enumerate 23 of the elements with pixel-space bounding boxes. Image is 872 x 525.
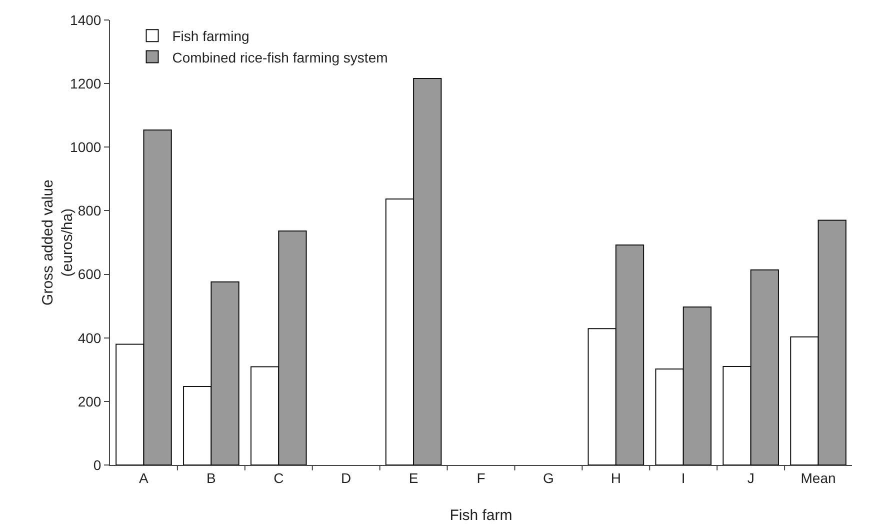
y-tick-label: 800 <box>78 202 102 219</box>
y-tick-label: 600 <box>78 266 102 282</box>
x-tick-label: E <box>408 470 418 486</box>
x-tick-label: I <box>681 470 686 486</box>
x-tick-label: Mean <box>800 470 836 486</box>
y-tick-label: 400 <box>78 330 102 346</box>
legend-label: Fish farming <box>172 28 250 44</box>
y-tick-label: 200 <box>78 393 102 410</box>
x-tick-label: D <box>341 470 352 486</box>
x-tick-label: J <box>747 470 754 486</box>
x-tick-label: H <box>610 470 621 486</box>
x-tick-label: G <box>543 470 554 486</box>
x-tick-label: B <box>206 470 216 486</box>
y-tick-label: 1400 <box>70 12 102 28</box>
y-axis-title: Gross added value (euros/ha) <box>39 180 76 306</box>
y-tick-label: 1000 <box>70 139 102 156</box>
x-tick-label: C <box>274 470 284 486</box>
legend-label: Combined rice-fish farming system <box>172 49 388 66</box>
y-tick-label: 0 <box>93 456 102 473</box>
x-tick-label: A <box>139 470 150 486</box>
x-axis-title: Fish farm <box>450 507 512 524</box>
y-tick-label: 1200 <box>70 75 102 92</box>
x-tick-label: F <box>476 470 486 486</box>
